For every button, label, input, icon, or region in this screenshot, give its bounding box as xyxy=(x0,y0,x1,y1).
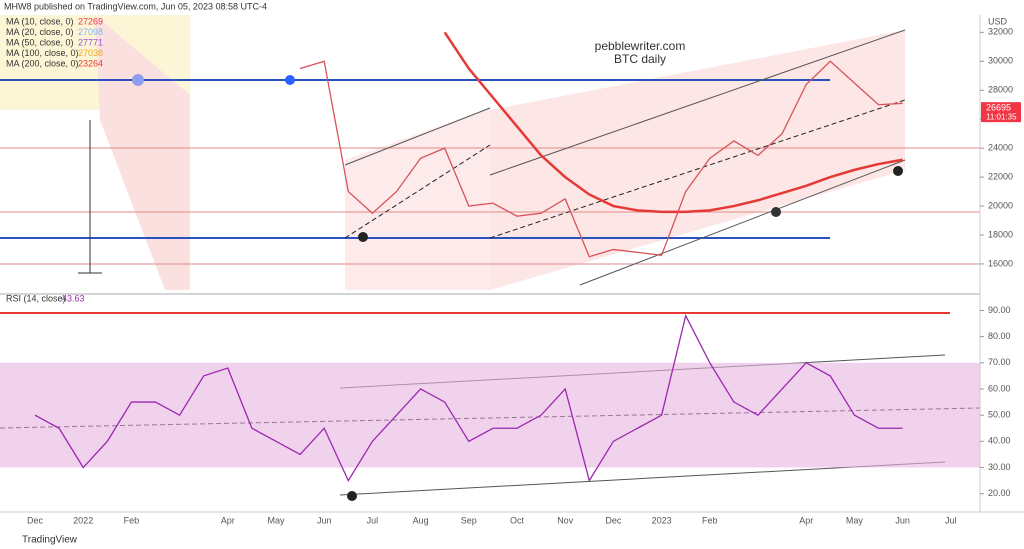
x-tick-label: Dec xyxy=(27,515,44,525)
y-tick-label: 40.00 xyxy=(988,436,1011,446)
legend-value: 27038 xyxy=(78,48,103,58)
y-tick-label: 90.00 xyxy=(988,305,1011,315)
x-tick-label: Jul xyxy=(367,515,379,525)
rsi-value: 43.63 xyxy=(62,293,85,303)
series-line xyxy=(34,313,903,483)
x-tick-label: May xyxy=(267,515,285,525)
x-tick-label: Apr xyxy=(799,515,813,525)
legend-name: MA (10, close, 0) xyxy=(6,16,74,26)
legend-name: MA (50, close, 0) xyxy=(6,37,74,47)
currency: USD xyxy=(988,16,1008,26)
y-tick-label: 50.00 xyxy=(988,410,1011,420)
x-tick-label: Nov xyxy=(557,515,574,525)
legend-name: MA (100, close, 0) xyxy=(6,48,79,58)
legend-name: MA (20, close, 0) xyxy=(6,27,74,37)
channel-mid xyxy=(344,144,491,239)
channel xyxy=(489,29,906,176)
legend-name: MA (200, close, 0) xyxy=(6,58,79,68)
x-tick-label: Jun xyxy=(895,515,910,525)
x-tick-label: Sep xyxy=(461,515,477,525)
point xyxy=(132,74,144,86)
x-tick-label: Jun xyxy=(317,515,332,525)
price-tag-value: 26695 xyxy=(986,103,1011,113)
y-tick-label: 28000 xyxy=(988,85,1013,95)
channel xyxy=(344,107,491,166)
x-tick-label: Feb xyxy=(702,515,718,525)
x-tick-label: May xyxy=(846,515,864,525)
shade xyxy=(95,15,190,290)
ma-line xyxy=(443,31,903,214)
header: MHW8 published on TradingView.com, Jun 0… xyxy=(4,1,267,11)
legend-value: 23264 xyxy=(78,58,103,68)
point xyxy=(347,491,357,501)
price-tag xyxy=(981,102,1021,123)
y-tick-label: 30000 xyxy=(988,56,1013,66)
y-tick-label: 32000 xyxy=(988,27,1013,37)
legend-value: 27098 xyxy=(78,27,103,37)
y-tick-label: 24000 xyxy=(988,143,1013,153)
channel-mid xyxy=(489,99,906,239)
point xyxy=(893,166,903,176)
y-tick-label: 30.00 xyxy=(988,462,1011,472)
x-tick-label: Feb xyxy=(124,515,140,525)
x-tick-label: Jul xyxy=(945,515,957,525)
y-tick-label: 60.00 xyxy=(988,383,1011,393)
series-line xyxy=(299,60,903,258)
channel xyxy=(579,159,906,286)
point xyxy=(285,75,295,85)
y-tick-label: 18000 xyxy=(988,229,1013,239)
x-tick-label: Dec xyxy=(605,515,622,525)
rsi-band xyxy=(0,362,980,468)
y-tick-label: 22000 xyxy=(988,171,1013,181)
point xyxy=(358,232,368,242)
y-tick-label: 70.00 xyxy=(988,357,1011,367)
x-tick-label: 2023 xyxy=(652,515,672,525)
x-tick-label: 2022 xyxy=(73,515,93,525)
x-tick-label: Apr xyxy=(221,515,235,525)
y-tick-label: 80.00 xyxy=(988,331,1011,341)
legend-value: 27269 xyxy=(78,16,103,26)
legend-value: 27771 xyxy=(78,37,103,47)
y-tick-label: 16000 xyxy=(988,258,1013,268)
x-tick-label: Aug xyxy=(413,515,429,525)
watermark: pebblewriter.com xyxy=(595,39,686,53)
point xyxy=(771,207,781,217)
watermark: BTC daily xyxy=(614,52,666,66)
y-tick-label: 20000 xyxy=(988,200,1013,210)
y-tick-label: 20.00 xyxy=(988,488,1011,498)
shade xyxy=(345,108,490,290)
footer: TradingView xyxy=(22,535,78,546)
rsi-title: RSI (14, close) xyxy=(6,293,66,303)
price-tag-time: 11:01:35 xyxy=(986,112,1017,121)
x-tick-label: Oct xyxy=(510,515,525,525)
